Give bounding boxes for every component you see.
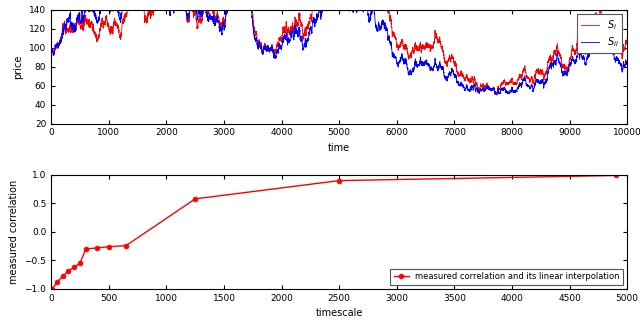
$S_{ii}$ — [47, 44, 55, 48]
$S_i$ — [492, 92, 499, 96]
measured correlation and its linear interpolation — [76, 261, 84, 265]
measured correlation and its linear interpolation — [122, 244, 130, 247]
$S_{ii}$ — [71, 26, 79, 30]
measured correlation and its linear interpolation — [70, 265, 78, 269]
$S_{ii}$ — [623, 63, 631, 67]
Y-axis label: measured correlation: measured correlation — [9, 180, 19, 284]
Line: measured correlation and its linear interpolation: measured correlation and its linear inte… — [50, 173, 618, 291]
Legend: $S_i$, $S_{ii}$: $S_i$, $S_{ii}$ — [577, 14, 622, 53]
$S_i$ — [50, 52, 58, 56]
measured correlation and its linear interpolation — [191, 197, 199, 201]
$S_{ii}$ — [493, 93, 500, 97]
$S_{ii}$ — [593, 42, 600, 46]
$S_{ii}$ — [50, 53, 58, 57]
$S_i$ — [593, 18, 600, 22]
$S_{ii}$ — [82, 3, 90, 6]
measured correlation and its linear interpolation — [65, 269, 72, 273]
Line: $S_{ii}$: $S_{ii}$ — [51, 0, 627, 95]
Line: $S_i$: $S_i$ — [51, 0, 627, 94]
$S_i$ — [623, 41, 631, 45]
measured correlation and its linear interpolation — [82, 247, 90, 251]
$S_i$ — [71, 24, 79, 28]
measured correlation and its linear interpolation — [335, 179, 343, 183]
X-axis label: timescale: timescale — [316, 308, 363, 318]
$S_i$ — [47, 44, 55, 48]
measured correlation and its linear interpolation — [105, 245, 113, 249]
measured correlation and its linear interpolation — [612, 174, 620, 178]
$S_i$ — [82, 14, 90, 18]
measured correlation and its linear interpolation — [59, 274, 67, 278]
measured correlation and its linear interpolation — [49, 287, 56, 291]
measured correlation and its linear interpolation — [93, 246, 101, 250]
X-axis label: time: time — [328, 143, 350, 153]
Y-axis label: price: price — [13, 55, 24, 79]
measured correlation and its linear interpolation — [53, 280, 61, 284]
Legend: measured correlation and its linear interpolation: measured correlation and its linear inte… — [390, 269, 623, 285]
